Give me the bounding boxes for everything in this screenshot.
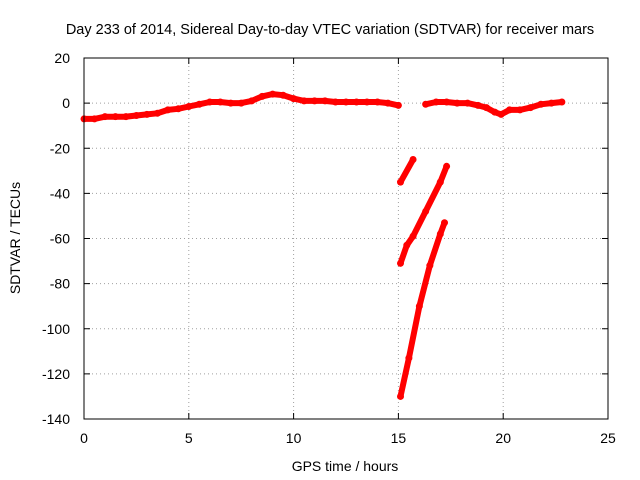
data-point <box>464 99 472 107</box>
data-point <box>111 113 119 121</box>
x-tick-label: 5 <box>185 430 193 446</box>
y-tick-label: -60 <box>50 231 70 247</box>
data-point <box>132 112 140 120</box>
data-point <box>164 106 172 114</box>
data-point <box>258 92 266 100</box>
data-point <box>394 101 402 109</box>
x-tick-label: 10 <box>286 430 302 446</box>
data-point <box>405 354 413 362</box>
data-point <box>396 392 404 400</box>
data-point <box>432 98 440 106</box>
data-point <box>352 98 360 106</box>
data-point <box>101 113 109 121</box>
x-tick-label: 15 <box>391 430 407 446</box>
data-point <box>279 91 287 99</box>
data-point <box>441 219 449 227</box>
data-point <box>373 98 381 106</box>
x-tick-label: 0 <box>80 430 88 446</box>
data-point <box>474 101 482 109</box>
data-point <box>216 98 224 106</box>
data-point <box>505 106 513 114</box>
y-tick-label: 20 <box>54 50 70 66</box>
x-tick-label: 25 <box>600 430 616 446</box>
data-point <box>363 98 371 106</box>
data-point <box>497 110 505 118</box>
data-point <box>403 241 411 249</box>
data-point <box>90 115 98 123</box>
data-point <box>321 97 329 105</box>
y-tick-label: -40 <box>50 185 70 201</box>
data-point <box>482 104 490 112</box>
data-point <box>409 232 417 240</box>
data-point <box>384 99 392 107</box>
data-point <box>558 98 566 106</box>
data-point <box>206 98 214 106</box>
data-point <box>290 95 298 103</box>
data-point <box>396 178 404 186</box>
data-point <box>269 90 277 98</box>
data-point <box>195 100 203 108</box>
data-point <box>443 98 451 106</box>
data-point <box>453 99 461 107</box>
data-point <box>443 162 451 170</box>
data-point <box>174 105 182 113</box>
data-point <box>153 109 161 117</box>
x-axis-label: GPS time / hours <box>292 458 399 474</box>
y-tick-label: -20 <box>50 140 70 156</box>
data-point <box>426 262 434 270</box>
y-tick-label: -80 <box>50 276 70 292</box>
data-point <box>185 103 193 111</box>
data-point <box>409 156 417 164</box>
data-point <box>122 113 130 121</box>
data-point <box>436 178 444 186</box>
chart-title: Day 233 of 2014, Sidereal Day-to-day VTE… <box>66 22 594 38</box>
data-point <box>248 97 256 105</box>
plot-area <box>80 90 566 400</box>
data-point <box>300 97 308 105</box>
data-point <box>237 99 245 107</box>
data-point <box>311 97 319 105</box>
data-point <box>332 98 340 106</box>
data-point <box>227 99 235 107</box>
y-tick-label: -140 <box>42 411 70 427</box>
data-point <box>143 110 151 118</box>
y-tick-label: 0 <box>62 95 70 111</box>
data-point <box>422 100 430 108</box>
y-axis-label: SDTVAR / TECUs <box>7 182 23 294</box>
y-tick-label: -120 <box>42 366 70 382</box>
grid <box>84 58 608 419</box>
data-point <box>491 108 499 116</box>
data-point <box>547 99 555 107</box>
data-point <box>537 100 545 108</box>
data-point <box>436 230 444 238</box>
data-point <box>415 302 423 310</box>
data-point <box>422 207 430 215</box>
data-point <box>396 259 404 267</box>
series-drop-a <box>397 156 417 186</box>
data-point <box>342 98 350 106</box>
data-point <box>526 104 534 112</box>
x-tick-label: 20 <box>495 430 511 446</box>
axes: 0 5 10 15 20 25 20 0 -20 -40 -60 -80 -100 -120 -140 <box>42 50 616 446</box>
y-tick-label: -100 <box>42 321 70 337</box>
data-point <box>516 106 524 114</box>
